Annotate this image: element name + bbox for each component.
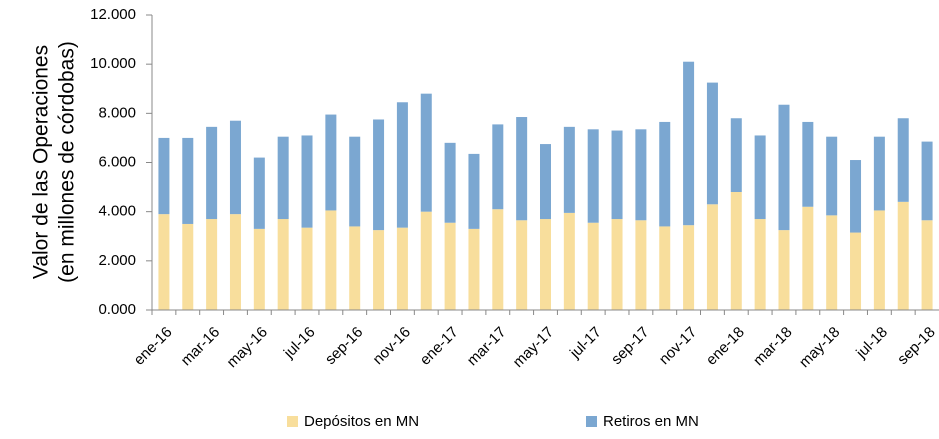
- x-tick-label: may-18: [796, 324, 843, 371]
- bar-segment: [206, 219, 218, 310]
- bar-segment: [802, 206, 814, 310]
- bar-segment: [850, 232, 862, 310]
- bar-segment: [253, 157, 265, 229]
- bar-segment: [683, 61, 695, 226]
- bar-segment: [516, 220, 528, 310]
- bar-segment: [802, 121, 814, 207]
- x-tick-label: sep-18: [894, 324, 938, 368]
- bar-segment: [730, 192, 742, 310]
- y-tick-label: 8.000: [98, 104, 136, 121]
- x-tick-label: may-17: [510, 324, 557, 371]
- bar-segment: [587, 222, 599, 310]
- bar-segment: [754, 135, 766, 220]
- bar-segment: [540, 219, 551, 310]
- y-tick-label: 0.000: [98, 301, 136, 318]
- bar-segment: [778, 104, 790, 231]
- bar-segment: [563, 126, 575, 213]
- bar-segment: [444, 222, 456, 310]
- bar-segment: [492, 124, 504, 210]
- bar-segment: [444, 142, 456, 223]
- bar-segment: [373, 230, 385, 310]
- legend-swatch: [586, 416, 597, 427]
- bar-segment: [706, 204, 718, 310]
- bar-segment: [659, 121, 671, 227]
- bar-segment: [826, 215, 838, 310]
- bar-segment: [611, 130, 623, 220]
- bar-segment: [921, 141, 933, 221]
- x-tick-label: ene-17: [417, 324, 462, 369]
- y-tick-label: 2.000: [98, 252, 136, 269]
- bar-segment: [373, 119, 385, 231]
- bar-segment: [182, 223, 194, 310]
- bar-segment: [420, 93, 432, 212]
- bar-segment: [873, 210, 885, 310]
- bar-segment: [921, 220, 933, 310]
- x-tick-label: nov-16: [370, 324, 414, 368]
- bar-segment: [396, 102, 408, 228]
- bar-segment: [420, 211, 432, 310]
- bar-segment: [229, 120, 241, 215]
- bar-segment: [158, 137, 170, 215]
- bar-segment: [540, 144, 551, 220]
- bar-segment: [182, 137, 194, 224]
- x-tick-label: mar-17: [464, 324, 510, 370]
- bar-segment: [468, 228, 480, 310]
- bar-segment: [277, 136, 289, 220]
- legend-swatch: [287, 416, 298, 427]
- bar-segment: [301, 135, 313, 228]
- bar-segment: [587, 129, 599, 223]
- x-tick-label: jul-17: [566, 324, 605, 363]
- y-tick-label: 12.000: [90, 6, 136, 23]
- bar-segment: [897, 118, 909, 202]
- x-tick-label: nov-17: [656, 324, 700, 368]
- legend-label: Depósitos en MN: [304, 413, 419, 430]
- bar-segment: [778, 230, 790, 310]
- bar-segment: [730, 118, 742, 192]
- x-tick-label: mar-18: [750, 324, 796, 370]
- bar-segment: [826, 136, 838, 216]
- bar-segment: [754, 219, 766, 310]
- bar-segment: [635, 129, 647, 221]
- y-axis-title: (en millones de córdobas): [56, 41, 79, 283]
- bar-segment: [897, 201, 909, 310]
- y-tick-label: 10.000: [90, 55, 136, 72]
- x-tick-label: may-16: [224, 324, 271, 371]
- bar-segment: [206, 126, 218, 220]
- bar-segment: [563, 212, 575, 310]
- bar-segment: [301, 227, 313, 310]
- x-tick-label: jul-18: [852, 324, 891, 363]
- bar-segment: [683, 225, 695, 310]
- bar-segment: [349, 136, 361, 227]
- bar-segment: [349, 226, 361, 310]
- bar-segment: [492, 209, 504, 310]
- bar-segment: [253, 228, 265, 310]
- bar-segment: [611, 219, 623, 310]
- x-tick-label: sep-16: [322, 324, 366, 368]
- bar-segment: [850, 160, 862, 233]
- bar-segment: [873, 136, 885, 211]
- bar-segment: [516, 117, 528, 221]
- bar-segment: [325, 210, 337, 310]
- bar-segment: [396, 227, 408, 310]
- y-tick-label: 6.000: [98, 153, 136, 170]
- bar-segment: [468, 153, 480, 229]
- bar-segment: [635, 220, 647, 310]
- bar-segment: [229, 214, 241, 310]
- x-tick-label: ene-18: [703, 324, 748, 369]
- bar-segment: [659, 226, 671, 310]
- x-tick-label: sep-17: [608, 324, 652, 368]
- y-tick-label: 4.000: [98, 203, 136, 220]
- bar-segment: [706, 82, 718, 205]
- bar-segment: [277, 219, 289, 310]
- bar-segment: [158, 214, 170, 310]
- bar-segment: [325, 114, 337, 211]
- y-axis-title: Valor de las Operaciones: [30, 45, 53, 279]
- x-tick-label: mar-16: [178, 324, 224, 370]
- x-tick-label: jul-16: [280, 324, 319, 363]
- legend-label: Retiros en MN: [603, 413, 699, 430]
- x-tick-label: ene-16: [131, 324, 176, 369]
